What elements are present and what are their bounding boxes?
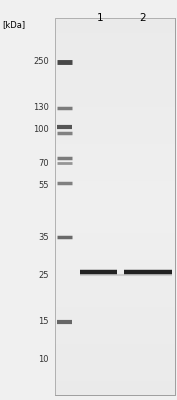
Text: 70: 70 bbox=[38, 158, 49, 168]
Text: 100: 100 bbox=[33, 126, 49, 134]
Text: 2: 2 bbox=[140, 13, 146, 23]
Bar bbox=[55, 18, 175, 395]
Bar bbox=[55, 18, 175, 395]
Text: 1: 1 bbox=[97, 13, 103, 23]
Text: 10: 10 bbox=[39, 356, 49, 364]
Text: 55: 55 bbox=[39, 180, 49, 190]
Text: 35: 35 bbox=[38, 232, 49, 242]
Text: 15: 15 bbox=[39, 318, 49, 326]
Text: 250: 250 bbox=[33, 58, 49, 66]
Text: 25: 25 bbox=[39, 270, 49, 280]
Text: [kDa]: [kDa] bbox=[2, 20, 25, 29]
Text: 130: 130 bbox=[33, 104, 49, 112]
